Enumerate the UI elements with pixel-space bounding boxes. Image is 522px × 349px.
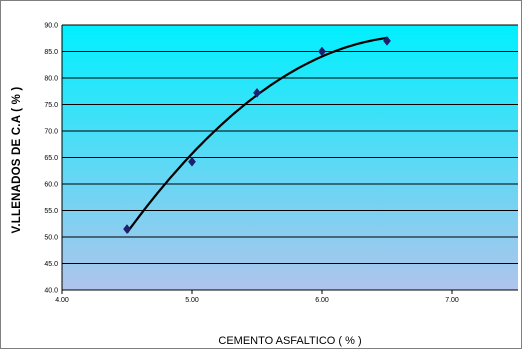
x-tick-labels: 4.00 5.00 6.00 7.00 xyxy=(55,297,459,304)
data-point xyxy=(188,156,196,167)
data-point xyxy=(123,224,131,234)
y-tick-labels: 40.0 45.0 50.0 55.0 60.0 65.0 70.0 75.0 80.0 85.0… xyxy=(44,23,58,295)
grid-lines xyxy=(62,24,518,291)
y-tick-label: 50.0 xyxy=(44,235,58,242)
y-tick-label: 65.0 xyxy=(44,155,58,162)
y-tick-label: 60.0 xyxy=(44,182,58,189)
x-tick-label: 5.00 xyxy=(185,297,199,304)
y-tick-label: 85.0 xyxy=(44,49,58,56)
y-axis-label: V.LLENADOS DE C.A ( % ) xyxy=(11,87,23,234)
x-axis-label: CEMENTO ASFALTICO ( % ) xyxy=(218,335,361,347)
x-tick-label: 6.00 xyxy=(315,297,329,304)
y-tick-label: 70.0 xyxy=(44,129,58,136)
y-tick-label: 45.0 xyxy=(44,261,58,268)
data-point xyxy=(383,35,391,46)
y-tick-label: 80.0 xyxy=(44,76,58,83)
y-tick-label: 55.0 xyxy=(44,208,58,215)
y-tick-label: 75.0 xyxy=(44,102,58,109)
y-tick-label: 40.0 xyxy=(44,288,58,295)
y-tick-label: 90.0 xyxy=(44,23,58,30)
data-point xyxy=(253,87,261,98)
data-point xyxy=(318,46,326,57)
data-points xyxy=(123,35,391,234)
axes xyxy=(61,25,518,294)
x-tick-label: 7.00 xyxy=(445,297,459,304)
x-tick-label: 4.00 xyxy=(55,297,69,304)
